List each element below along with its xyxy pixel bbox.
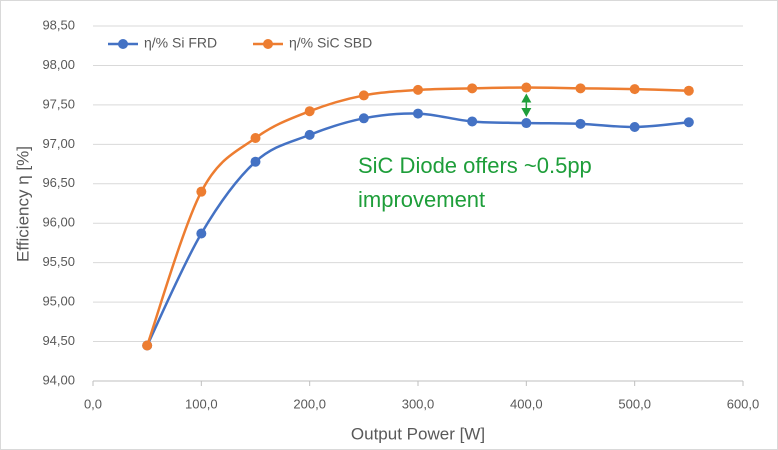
x-tick-label: 0,0	[84, 396, 102, 411]
legend-marker	[118, 39, 128, 49]
legend-marker	[263, 39, 273, 49]
marker	[575, 118, 586, 129]
marker	[575, 83, 586, 94]
y-tick-label: 98,00	[42, 57, 75, 72]
marker	[358, 113, 369, 124]
legend-label: η/% Si FRD	[144, 35, 217, 51]
annotation: SiC Diode offers ~0.5pp	[358, 153, 592, 178]
marker	[467, 116, 478, 127]
marker	[413, 108, 423, 119]
y-tick-label: 98,50	[42, 17, 75, 32]
marker	[413, 84, 423, 95]
y-tick-label: 97,00	[42, 136, 75, 151]
y-tick-label: 97,50	[42, 96, 75, 111]
marker	[196, 228, 207, 239]
x-tick-label: 400,0	[510, 396, 543, 411]
marker	[683, 85, 694, 96]
line	[146, 112, 689, 347]
x-tick-label: 100,0	[185, 396, 218, 411]
y-axis-title: Efficiency η [%]	[13, 146, 32, 262]
marker	[521, 82, 532, 93]
x-tick-label: 200,0	[293, 396, 326, 411]
marker	[142, 340, 153, 351]
x-tick-label: 500,0	[618, 396, 651, 411]
y-tick-label: 94,00	[42, 372, 75, 387]
marker	[304, 106, 315, 117]
marker	[304, 129, 315, 140]
y-tick-label: 96,00	[42, 215, 75, 230]
marker	[629, 84, 640, 95]
x-tick-label: 300,0	[402, 396, 435, 411]
x-tick-label: 600,0	[727, 396, 760, 411]
y-tick-label: 95,00	[42, 294, 75, 309]
y-tick-label: 94,50	[42, 333, 75, 348]
marker	[467, 83, 478, 94]
line	[145, 86, 689, 346]
y-tick-label: 96,50	[42, 175, 75, 190]
arrow-head	[521, 93, 532, 103]
marker	[250, 133, 261, 144]
marker	[196, 186, 207, 197]
arrow-head	[521, 108, 532, 118]
marker	[629, 121, 640, 132]
marker	[521, 118, 532, 129]
x-axis-title: Output Power [W]	[351, 424, 485, 443]
marker	[683, 117, 694, 128]
annotation: improvement	[358, 187, 485, 212]
legend-label: η/% SiC SBD	[289, 35, 372, 51]
marker	[250, 156, 261, 167]
y-tick-label: 95,50	[42, 254, 75, 269]
marker	[358, 90, 369, 101]
